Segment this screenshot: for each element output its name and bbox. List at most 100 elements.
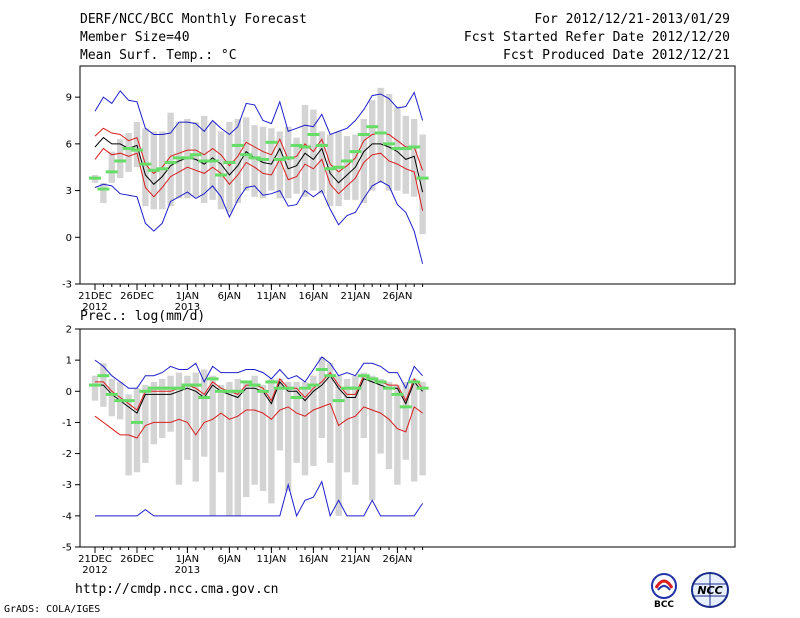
prec-ytick-label: -3 [62, 480, 72, 491]
temp-median-marker [240, 153, 253, 157]
prec-ytick-label: 1 [66, 356, 72, 367]
temp-upper-line [94, 127, 424, 175]
prec-box [335, 375, 342, 516]
temp-median-marker [282, 156, 295, 160]
temp-median-marker [139, 162, 152, 166]
temp-ytick-label: 9 [66, 93, 72, 104]
prec-box [276, 378, 283, 451]
prec-box [192, 372, 199, 482]
prec-median-marker [374, 380, 387, 384]
temp-median-marker [324, 167, 337, 171]
prec-median-marker [366, 377, 379, 381]
temp-median-marker [408, 145, 421, 149]
temp-median-marker [416, 176, 429, 180]
temp-median-marker [181, 156, 194, 160]
temp-median-marker [147, 168, 160, 172]
temp-ytick-label: -3 [62, 280, 72, 291]
temp-box [217, 131, 225, 210]
temp-median-marker [215, 173, 227, 177]
prec-median-marker [324, 374, 337, 378]
prec-min-line [95, 480, 424, 518]
prec-median-marker [248, 383, 261, 387]
prec-xtick-label: 11JAN [256, 554, 286, 565]
prec-ytick-label: -5 [62, 543, 72, 554]
temp-xtick-label: 21DEC [78, 291, 112, 302]
ncc-logo: NCC [691, 572, 729, 608]
temp-median-marker [391, 147, 404, 151]
prec-median-marker [231, 389, 244, 393]
prec-xtick-label: 21JAN [340, 554, 370, 565]
prec-median-marker [215, 389, 227, 393]
temp-median-marker [198, 159, 211, 163]
temp-median-marker [122, 147, 135, 151]
prec-median-marker [122, 399, 135, 403]
prec-ytick-label: 0 [66, 387, 72, 398]
prec-mean-line [95, 374, 423, 414]
prec-box [310, 375, 317, 467]
prec-median-marker [198, 396, 211, 400]
prec-box [251, 375, 258, 485]
temp-box [343, 136, 351, 200]
temp-box [301, 104, 309, 197]
temp-median-marker [97, 187, 110, 191]
temp-box [360, 118, 367, 204]
prec-box [318, 357, 325, 438]
temp-box [327, 134, 334, 207]
temp-box [385, 94, 393, 191]
temp-xtick-year: 2012 [82, 302, 107, 313]
prec-ytick-label: -1 [62, 418, 72, 429]
temp-median-marker [399, 147, 412, 151]
temp-median-marker [374, 131, 387, 135]
prec-xtick-label: 1JAN [176, 554, 199, 565]
source-url[interactable]: http://cmdp.ncc.cma.gov.cn [75, 582, 279, 597]
prec-box [343, 378, 351, 473]
prec-box [293, 381, 300, 463]
prec-xtick-label: 26DEC [120, 554, 154, 565]
temp-lower-line [94, 147, 424, 211]
temp-ytick-label: 6 [66, 139, 72, 150]
prec-box [369, 375, 376, 501]
prec-median-marker [181, 383, 194, 387]
prec-median-marker [349, 386, 362, 390]
prec-box [243, 381, 250, 498]
prec-max-line [94, 356, 423, 390]
temp-median-marker [131, 148, 143, 152]
prec-box [411, 378, 418, 482]
temp-box [159, 131, 166, 210]
forecast-period-label: For 2012/12/21-2013/01/29 [534, 12, 730, 27]
fcst-started-label: Fcst Started Refer Date 2012/12/20 [463, 30, 730, 45]
prec-box [259, 385, 267, 491]
prec-box [150, 381, 157, 445]
fcst-produced-label: Fcst Produced Date 2012/12/21 [503, 48, 730, 63]
temp-box [226, 122, 233, 213]
prec-box [217, 385, 225, 473]
temp-box [310, 109, 317, 191]
grads-credit: GrADS: COLA/IGES [4, 604, 101, 615]
temp-box [108, 151, 115, 183]
prec-box [91, 375, 99, 401]
temp-median-marker [299, 145, 311, 149]
temp-plot-frame [79, 65, 736, 285]
temp-xtick-label: 1JAN [176, 291, 199, 302]
prec-median-marker [156, 386, 169, 390]
temp-box [276, 131, 283, 199]
prec-median-marker [416, 386, 429, 390]
prec-box [327, 363, 334, 463]
temp-median-marker [231, 143, 244, 147]
temp-median-marker [223, 161, 236, 165]
prec-median-marker [315, 367, 328, 371]
prec-box [301, 381, 309, 476]
prec-median-marker [357, 374, 370, 378]
prec-median-marker [114, 399, 127, 403]
temp-xtick-label: 21JAN [340, 291, 370, 302]
temp-xtick-label: 6JAN [218, 291, 241, 302]
prec-ytick-label: 2 [66, 325, 72, 336]
prec-box [159, 378, 166, 438]
temp-median-marker [357, 133, 370, 137]
prec-median-marker [105, 392, 118, 396]
prec-median-marker [282, 386, 295, 390]
temp-box [318, 131, 325, 194]
prec-box [142, 385, 149, 463]
